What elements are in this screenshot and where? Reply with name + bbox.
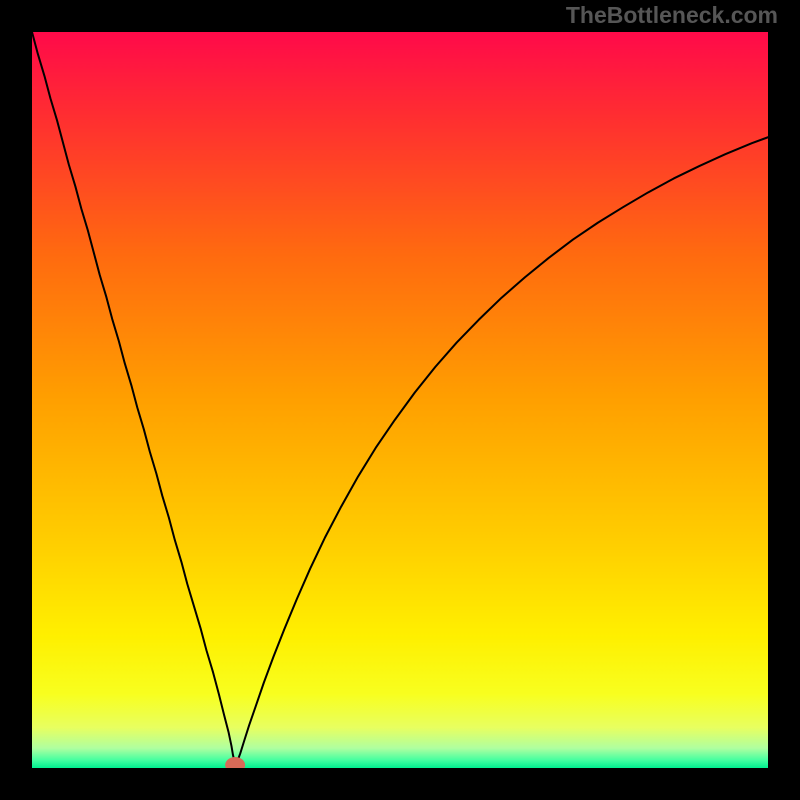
curve-layer — [32, 32, 768, 768]
bottleneck-curve — [32, 32, 768, 766]
plot-area — [32, 32, 768, 768]
attribution-text: TheBottleneck.com — [566, 2, 778, 29]
minimum-marker — [225, 757, 245, 768]
chart-root: TheBottleneck.com — [0, 0, 800, 800]
